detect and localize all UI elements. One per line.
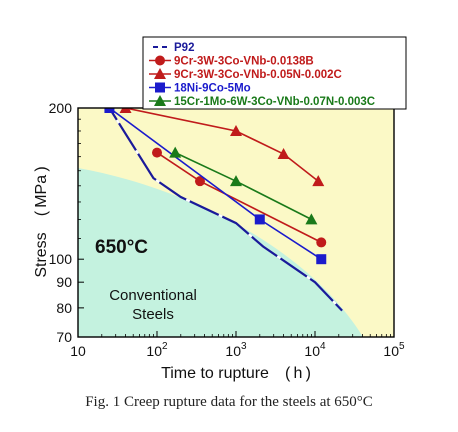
x-tick-label: 104 xyxy=(304,341,326,359)
circle-marker xyxy=(152,147,162,158)
legend-label: P92 xyxy=(174,42,194,54)
triangle-marker xyxy=(119,108,132,113)
steels-annotation: Steels xyxy=(132,306,174,323)
triangle-marker xyxy=(277,147,290,159)
legend-box xyxy=(142,36,407,110)
legend-label: 9Cr-3W-3Co-VNb-0.0138B xyxy=(174,56,314,68)
triangle-marker xyxy=(305,213,318,225)
series-1 xyxy=(152,147,327,248)
y-axis-label: Stress ( MPa ) xyxy=(33,166,50,277)
series-line xyxy=(125,108,319,182)
triangle-marker xyxy=(154,68,166,79)
y-tick-label: 100 xyxy=(49,251,73,267)
conventional-annotation: Conventional xyxy=(109,287,197,304)
legend-label: 15Cr-1Mo-6W-3Co-VNb-0.07N-0.003C xyxy=(174,96,375,108)
series-layer xyxy=(104,108,343,312)
triangle-marker xyxy=(312,175,325,187)
series-2 xyxy=(119,108,325,187)
y-tick-label: 80 xyxy=(56,300,72,316)
series-0 xyxy=(108,108,343,312)
y-tick-label: 70 xyxy=(56,329,72,345)
circle-marker xyxy=(155,55,165,66)
circle-marker xyxy=(316,237,327,248)
figure-caption: Fig. 1 Creep rupture data for the steels… xyxy=(85,394,373,410)
conventional-steels-region xyxy=(78,168,363,337)
annotations: 650°C Conventional Steels xyxy=(95,237,197,323)
square-marker xyxy=(316,254,327,265)
y-tick-label: 90 xyxy=(56,274,72,290)
x-axis-label: Time to rupture ( h ) xyxy=(161,365,311,382)
plot-background xyxy=(78,108,394,337)
square-marker xyxy=(155,82,165,93)
axis-ticks: 10 102 103 104 105 70 80 90 100 200 xyxy=(49,100,405,359)
triangle-marker xyxy=(230,124,242,136)
triangle-marker xyxy=(230,175,242,187)
legend-label: 9Cr-3W-3Co-VNb-0.05N-0.002C xyxy=(174,69,342,81)
x-tick-label: 10 xyxy=(70,343,86,359)
x-tick-label: 102 xyxy=(146,341,168,359)
triangle-marker xyxy=(169,146,182,158)
temperature-annotation: 650°C xyxy=(95,237,148,258)
square-marker xyxy=(104,108,115,113)
legend-label: 18Ni-9Co-5Mo xyxy=(174,83,251,95)
x-tick-label: 105 xyxy=(383,341,405,359)
series-line-gaps xyxy=(108,108,343,312)
series-4 xyxy=(169,146,318,225)
triangle-marker xyxy=(154,95,166,106)
x-tick-label: 103 xyxy=(225,341,247,359)
legend: P92 9Cr-3W-3Co-VNb-0.0138B9Cr-3W-3Co-VNb-… xyxy=(142,36,407,110)
square-marker xyxy=(254,214,265,225)
y-tick-label: 200 xyxy=(49,100,73,116)
circle-marker xyxy=(194,176,205,187)
series-3 xyxy=(104,108,327,265)
